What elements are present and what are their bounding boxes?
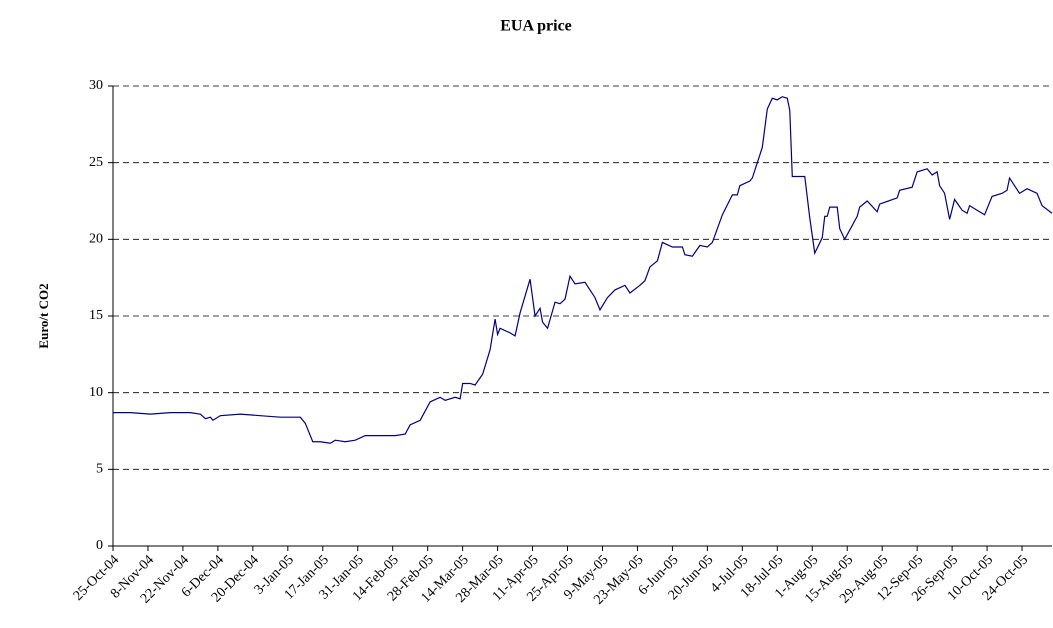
y-tick-label: 25 [89,155,103,170]
chart-title: EUA price [500,18,572,35]
y-tick-label: 5 [96,462,103,477]
price-line [113,96,1053,444]
y-tick-label: 30 [89,78,103,93]
y-axis-label: Euro/t CO2 [36,283,51,348]
y-tick-label: 15 [89,308,103,323]
y-tick-label: 0 [96,538,103,553]
y-tick-label: 20 [89,232,103,247]
y-tick-label: 10 [89,385,103,400]
